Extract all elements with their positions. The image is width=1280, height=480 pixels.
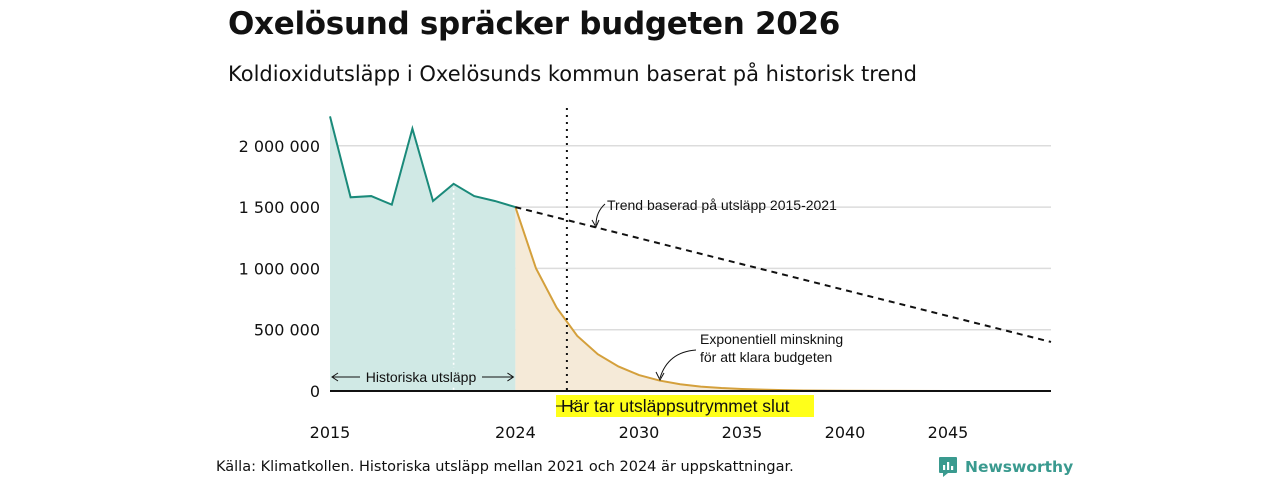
budget-callout: Här tar utsläppsutrymmet slut <box>561 396 790 416</box>
y-tick-label: 1 500 000 <box>239 198 320 217</box>
chart-areas <box>330 116 1051 391</box>
exponential-annotation-line1: Exponentiell minskning <box>700 331 843 347</box>
y-tick-label: 2 000 000 <box>239 137 320 156</box>
exponential-pointer-head <box>655 371 665 382</box>
newsworthy-logo-icon <box>939 457 957 477</box>
x-tick-label: 2024 <box>495 423 536 442</box>
y-tick-label: 1 000 000 <box>239 259 320 278</box>
exponential-pointer <box>659 349 697 379</box>
x-tick-label: 2030 <box>619 423 660 442</box>
historical-arrow-right <box>507 372 515 382</box>
newsworthy-logo: Newsworthy <box>938 456 1073 478</box>
x-tick-label: 2045 <box>928 423 969 442</box>
trend-pointer-head <box>591 219 600 229</box>
exponential-area <box>515 207 1051 391</box>
trend-pointer <box>595 203 606 226</box>
chart-title: Oxelösund spräcker budgeten 2026 <box>228 6 841 42</box>
y-axis-ticks: 0 500 000 1 000 000 1 500 000 2 000 000 <box>239 137 320 401</box>
x-tick-label: 2015 <box>310 423 351 442</box>
x-tick-label: 2040 <box>825 423 866 442</box>
chart-lines <box>329 108 1052 415</box>
trend-line <box>515 206 1052 343</box>
chart-subtitle: Koldioxidutsläpp i Oxelösunds kommun bas… <box>228 62 918 86</box>
x-axis-ticks: 2015 2024 2030 2035 2040 2045 <box>310 423 969 442</box>
chart-annotations: Trend baserad på utsläpp 2015-2021 Expone… <box>331 197 843 417</box>
source-note: Källa: Klimatkollen. Historiska utsläpp … <box>216 459 794 475</box>
x-tick-label: 2035 <box>722 423 763 442</box>
historical-annotation: Historiska utsläpp <box>366 369 477 385</box>
budget-callout-bg <box>556 395 814 417</box>
y-tick-label: 0 <box>310 382 320 401</box>
trend-annotation: Trend baserad på utsläpp 2015-2021 <box>607 197 837 213</box>
historical-label-bg <box>360 368 482 386</box>
exponential-annotation-line2: för att klara budgeten <box>700 349 832 365</box>
historical-line <box>329 116 516 209</box>
brand-name: Newsworthy <box>965 458 1074 476</box>
historical-arrow-left <box>331 372 339 382</box>
y-tick-label: 500 000 <box>254 321 320 340</box>
historical-area <box>330 116 516 391</box>
